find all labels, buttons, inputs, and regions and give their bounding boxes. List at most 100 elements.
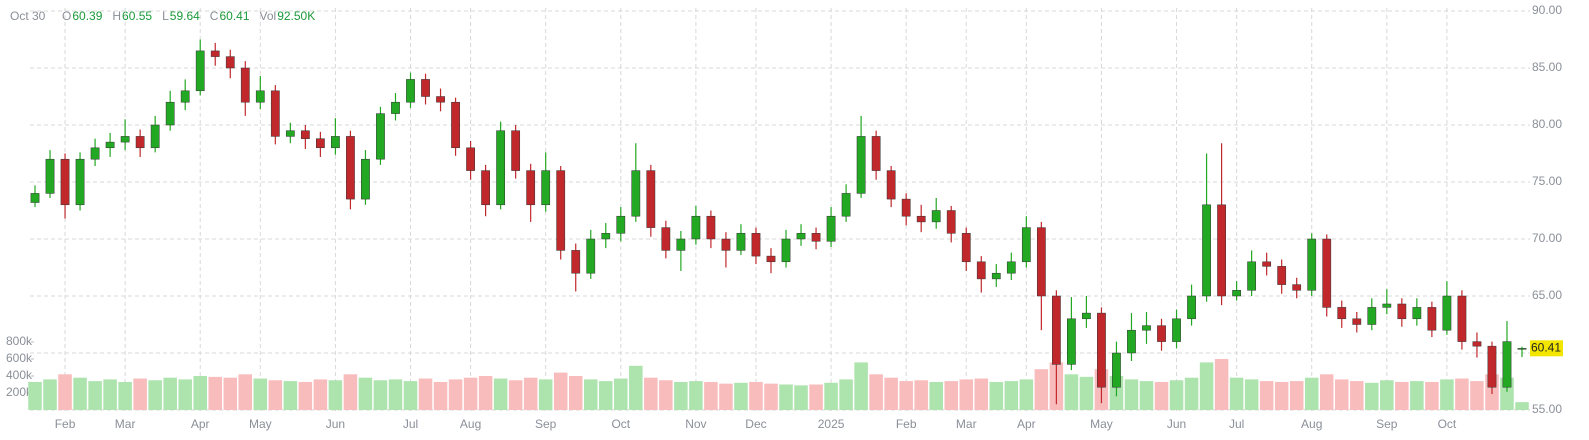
volume-bar xyxy=(193,376,207,410)
candle-body xyxy=(1307,238,1317,291)
candle-body xyxy=(1277,266,1287,285)
legend-value: 60.39 xyxy=(72,9,102,23)
candle-body xyxy=(270,90,280,137)
candle-body xyxy=(556,170,566,251)
candle-body xyxy=(841,193,851,217)
candle-body xyxy=(571,250,581,274)
candle-body xyxy=(946,210,956,234)
candle-body xyxy=(511,130,521,171)
candle-body xyxy=(1232,290,1241,297)
volume-bar xyxy=(629,365,643,410)
candle-body xyxy=(1262,261,1272,267)
candle-body xyxy=(871,136,881,171)
volume-bar xyxy=(974,378,989,410)
volume-bar xyxy=(1289,381,1304,410)
volume-bar xyxy=(959,379,974,410)
volume-bar xyxy=(373,380,388,410)
volume-bar xyxy=(568,376,583,410)
volume-bar xyxy=(343,374,358,410)
volume-bar xyxy=(28,381,42,410)
candle-body xyxy=(1127,329,1136,354)
candle-body xyxy=(781,238,791,263)
volume-bar xyxy=(764,383,778,410)
volume-bar xyxy=(223,377,238,410)
candle-body xyxy=(661,227,671,251)
volume-bar xyxy=(1004,381,1019,410)
volume-bar xyxy=(403,381,418,410)
candle-body xyxy=(796,233,806,240)
volume-bar xyxy=(734,382,748,410)
candle-body xyxy=(1457,295,1467,342)
x-tick-label: Jul xyxy=(403,417,418,431)
volume-bar xyxy=(103,379,117,410)
x-tick-label: Dec xyxy=(745,417,766,431)
candle-body xyxy=(466,147,475,171)
candle-body xyxy=(346,136,355,200)
candle-body xyxy=(421,79,430,97)
volume-bar xyxy=(418,378,433,410)
candle-body xyxy=(601,233,611,240)
volume-bar xyxy=(1169,380,1184,410)
candle-body xyxy=(195,50,205,92)
volume-bar xyxy=(794,385,808,410)
candle-body xyxy=(180,90,190,103)
volume-bar xyxy=(253,378,268,410)
x-tick-label: Apr xyxy=(1017,417,1036,431)
volume-bar xyxy=(779,384,793,410)
x-tick-label: Nov xyxy=(685,417,706,431)
candle-body xyxy=(135,136,145,149)
y-tick-label: 75.00 xyxy=(1532,174,1562,188)
x-tick-label: Oct xyxy=(611,417,630,431)
candle-body xyxy=(691,215,701,240)
candle-body xyxy=(616,215,626,234)
candle-body xyxy=(541,170,551,206)
legend-label: O xyxy=(62,9,71,23)
candle-body xyxy=(210,50,220,57)
x-tick-label: Jul xyxy=(1229,417,1244,431)
candle-body xyxy=(1067,318,1076,365)
volume-bar xyxy=(1365,382,1379,410)
volume-bar xyxy=(583,379,598,410)
volume-bar xyxy=(839,379,853,410)
candle-body xyxy=(811,233,821,242)
candle-body xyxy=(631,170,641,217)
volume-bar xyxy=(1350,381,1364,410)
candle-body xyxy=(496,130,506,206)
last-price-label: 60.41 xyxy=(1531,340,1561,354)
candle-body xyxy=(1112,352,1121,388)
candle-body xyxy=(361,158,370,200)
volume-bar xyxy=(1274,381,1289,410)
candle-body xyxy=(150,124,160,149)
x-tick-label: Sep xyxy=(1376,417,1398,431)
volume-bar xyxy=(538,379,553,410)
candle-body xyxy=(1082,312,1091,320)
volume-bar xyxy=(614,378,628,410)
candle-body xyxy=(1157,325,1166,342)
volume-bar xyxy=(478,376,493,410)
candle-body xyxy=(1051,295,1061,365)
candle-body xyxy=(1292,284,1302,291)
candle-body xyxy=(886,170,896,200)
last-price-box xyxy=(1530,340,1563,357)
volume-bar xyxy=(448,379,463,410)
candle-body xyxy=(1352,318,1362,325)
x-tick-label: Jun xyxy=(1167,417,1186,431)
candle-body xyxy=(1172,318,1181,342)
candle-body xyxy=(316,138,325,149)
volume-bar xyxy=(1470,381,1484,410)
legend-label: L xyxy=(162,9,169,23)
candle-body xyxy=(751,233,761,257)
x-tick-label: Jun xyxy=(326,417,345,431)
candle-body xyxy=(436,96,445,103)
candle-body xyxy=(646,170,656,228)
candle-body xyxy=(586,238,596,274)
candle-body xyxy=(1382,303,1392,308)
y2-tick-label: 800k xyxy=(6,334,33,348)
volume-bar xyxy=(1334,379,1349,410)
candle-body xyxy=(1427,307,1437,331)
header-date: Oct 30 xyxy=(10,9,46,23)
x-tick-label: Aug xyxy=(1301,417,1322,431)
volume-bar xyxy=(869,374,883,410)
candle-body xyxy=(676,238,686,251)
volume-bar xyxy=(944,381,958,410)
